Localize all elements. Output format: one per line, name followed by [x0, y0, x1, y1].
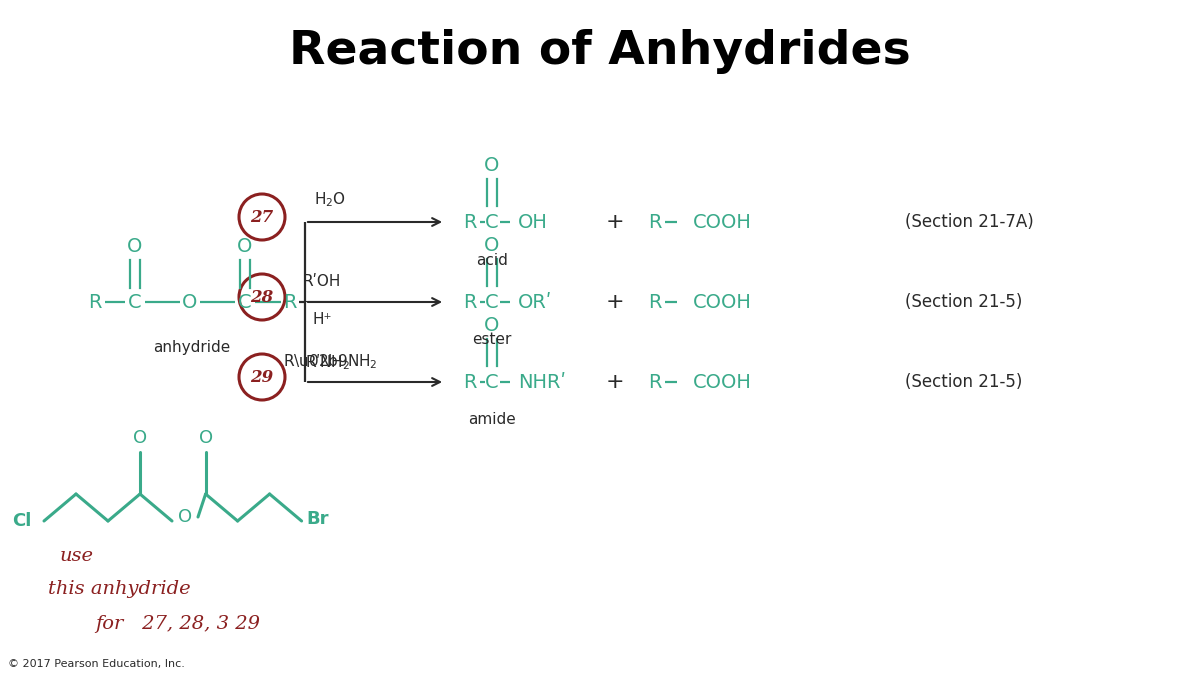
Text: O: O — [485, 156, 499, 175]
Text: RʹNH$_2$: RʹNH$_2$ — [305, 352, 350, 372]
Text: R: R — [648, 373, 661, 392]
Text: R: R — [463, 212, 476, 231]
Text: C: C — [238, 293, 252, 311]
Text: H⁺: H⁺ — [312, 311, 331, 326]
Text: O: O — [485, 315, 499, 334]
Text: O: O — [178, 508, 192, 526]
Text: O: O — [133, 429, 148, 447]
Text: H$_2$O: H$_2$O — [314, 191, 346, 210]
Text: O: O — [127, 237, 143, 255]
Text: C: C — [128, 293, 142, 311]
Text: RʹOH: RʹOH — [302, 274, 341, 290]
Text: NHRʹ: NHRʹ — [518, 373, 566, 392]
Text: ester: ester — [473, 332, 511, 348]
Text: Cl: Cl — [12, 512, 31, 530]
Text: R: R — [89, 293, 102, 311]
Text: this anhydride: this anhydride — [48, 580, 191, 598]
Text: 27: 27 — [251, 208, 274, 226]
Text: OH: OH — [518, 212, 548, 231]
Text: R: R — [463, 373, 476, 392]
Text: +: + — [606, 372, 624, 392]
Text: (Section 21-5): (Section 21-5) — [905, 293, 1022, 311]
Text: R: R — [648, 293, 661, 311]
Text: anhydride: anhydride — [154, 340, 230, 355]
Text: 28: 28 — [251, 288, 274, 305]
Text: acid: acid — [476, 253, 508, 268]
Text: use: use — [60, 547, 94, 565]
Text: 29: 29 — [251, 369, 274, 386]
Text: C: C — [485, 373, 499, 392]
Text: ORʹ: ORʹ — [518, 293, 552, 311]
Text: O: O — [182, 293, 198, 311]
Text: C: C — [485, 212, 499, 231]
Text: COOH: COOH — [694, 212, 752, 231]
Text: Reaction of Anhydrides: Reaction of Anhydrides — [289, 29, 911, 74]
Text: (Section 21-5): (Section 21-5) — [905, 373, 1022, 391]
Text: © 2017 Pearson Education, Inc.: © 2017 Pearson Education, Inc. — [8, 659, 185, 669]
Text: R: R — [283, 293, 296, 311]
Text: Br: Br — [307, 510, 329, 528]
Text: R: R — [463, 293, 476, 311]
Text: R\u02b9NH$_2$: R\u02b9NH$_2$ — [283, 353, 377, 371]
Text: O: O — [485, 235, 499, 255]
Text: R: R — [648, 212, 661, 231]
Text: C: C — [485, 293, 499, 311]
Text: O: O — [238, 237, 253, 255]
Text: +: + — [606, 292, 624, 312]
Text: amide: amide — [468, 412, 516, 427]
Text: (Section 21-7A): (Section 21-7A) — [905, 213, 1033, 231]
Text: COOH: COOH — [694, 373, 752, 392]
Text: COOH: COOH — [694, 293, 752, 311]
Text: O: O — [198, 429, 212, 447]
Text: for   27, 28, 3 29: for 27, 28, 3 29 — [95, 615, 260, 633]
Text: +: + — [606, 212, 624, 232]
